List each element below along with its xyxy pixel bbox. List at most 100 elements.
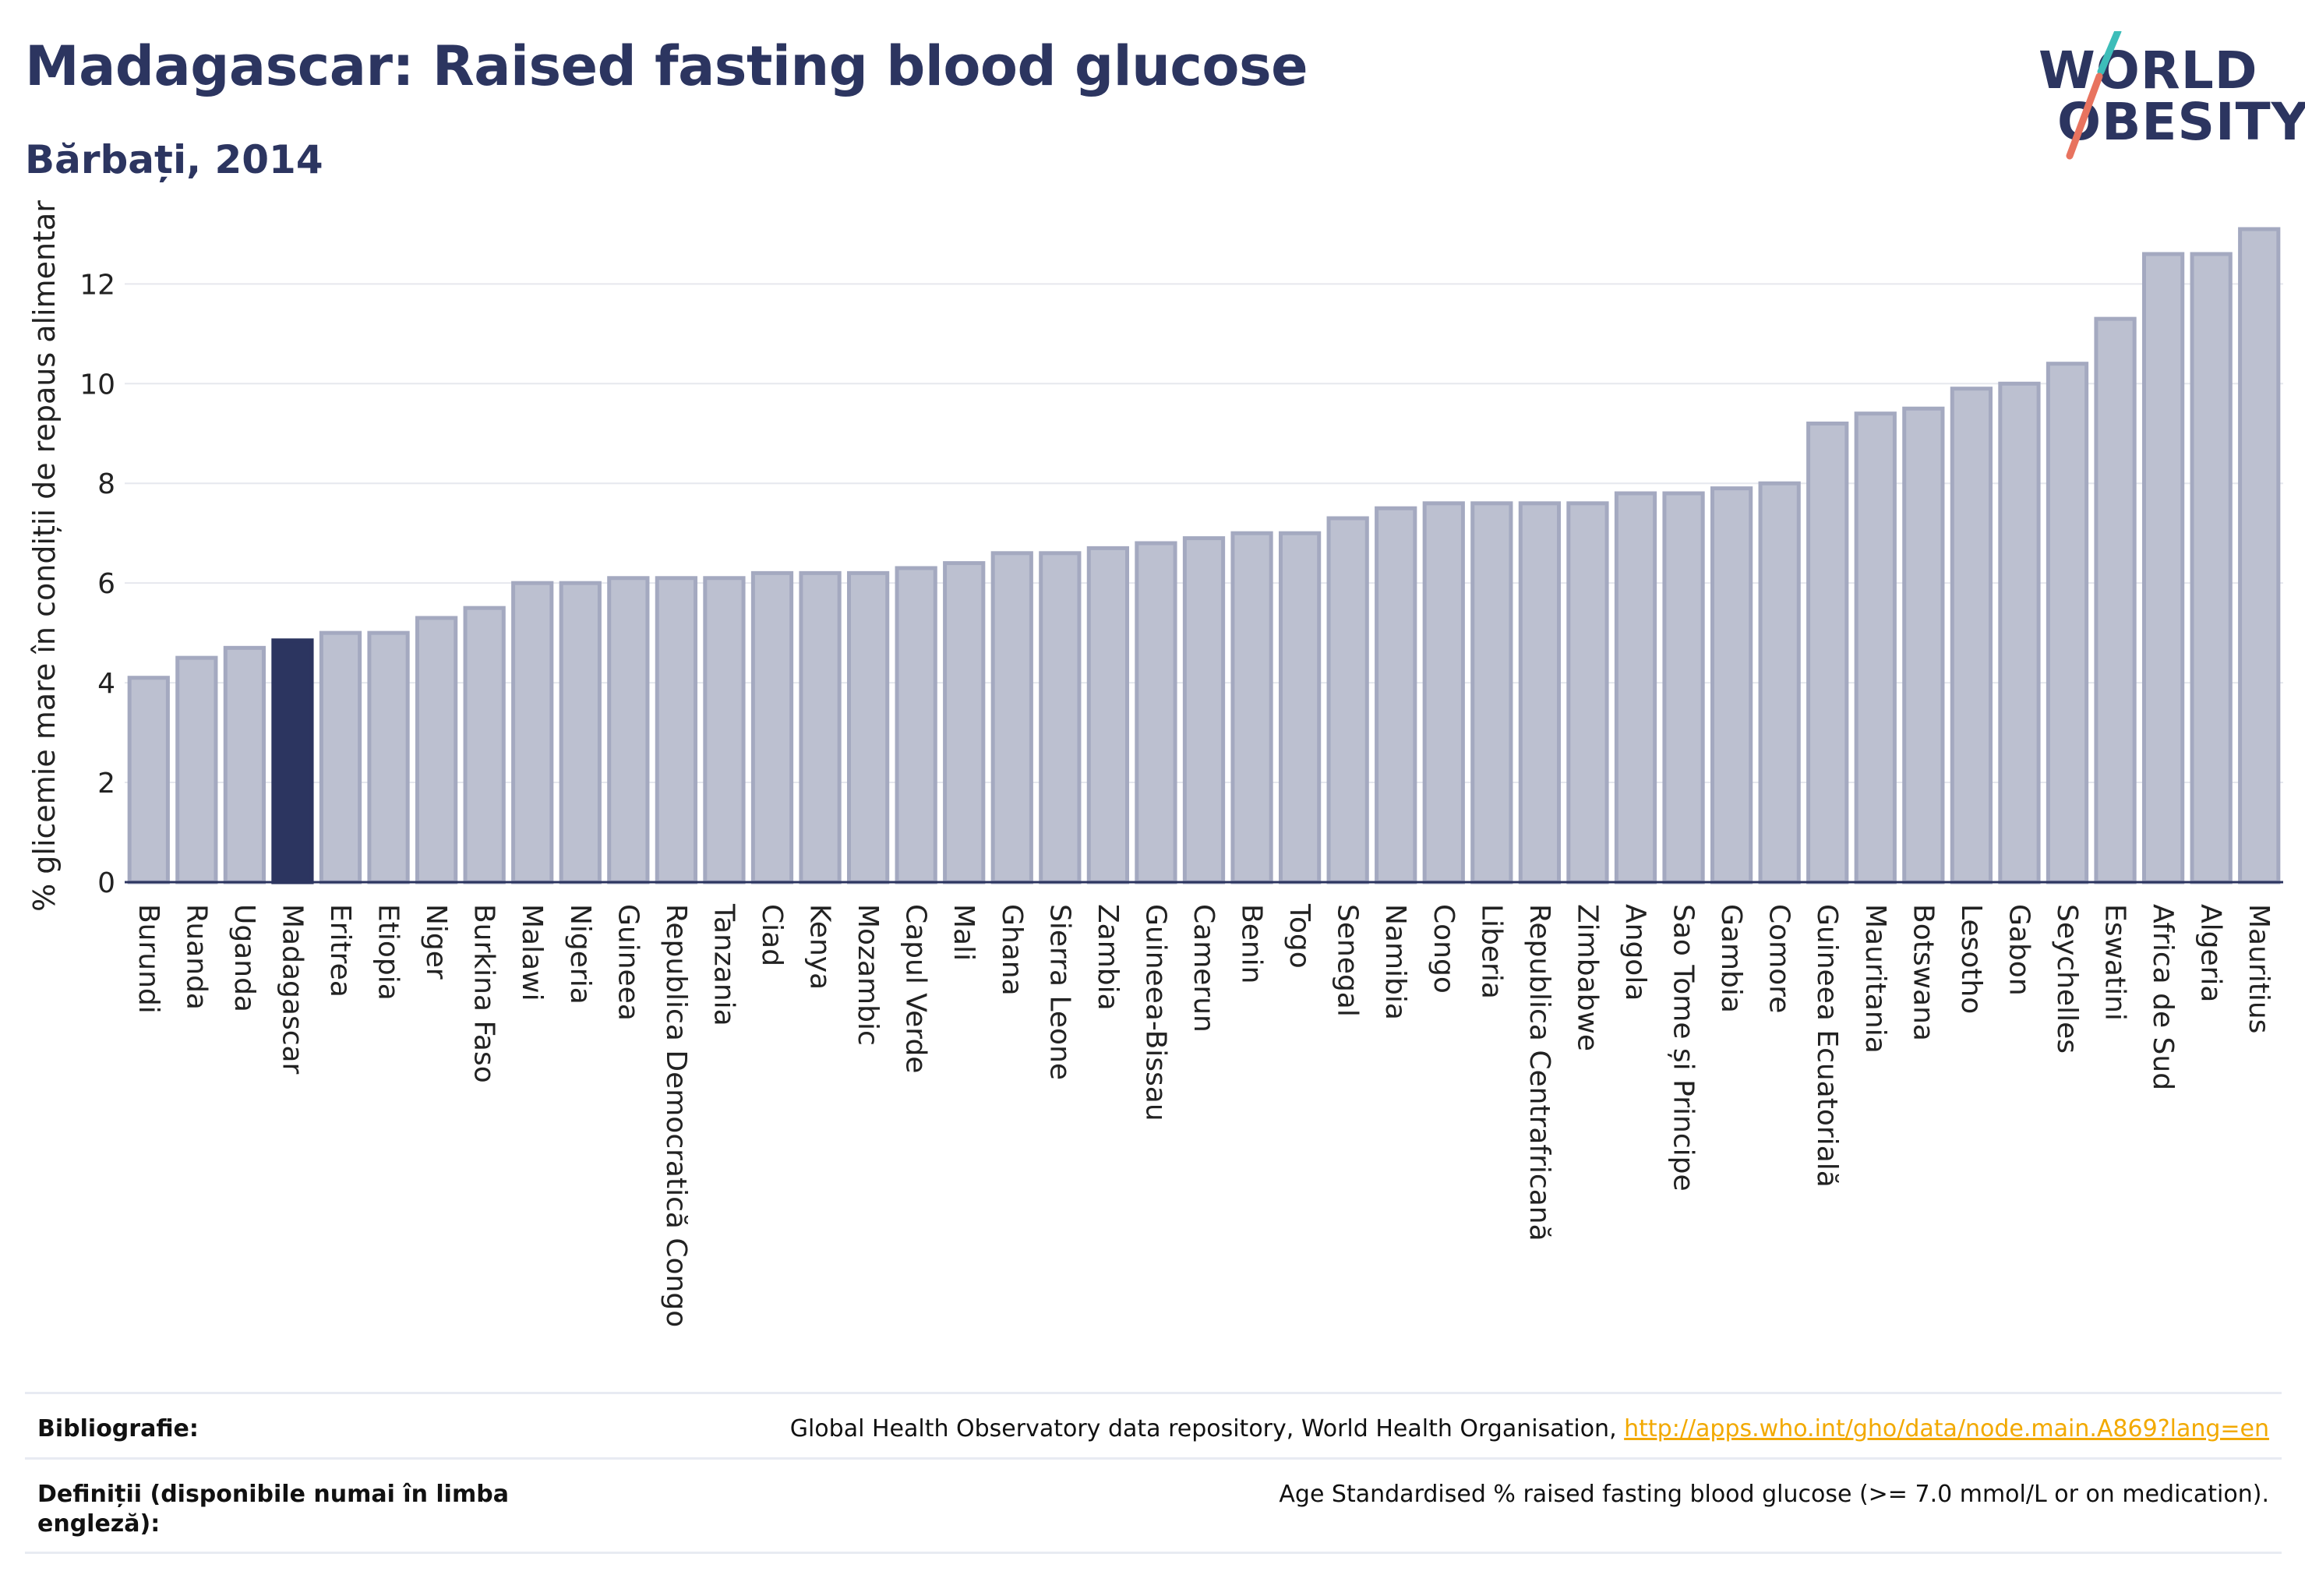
bar	[1086, 546, 1130, 885]
x-tick-label: Sierra Leone	[1043, 904, 1075, 1080]
bar	[1566, 501, 1609, 885]
bar	[1375, 506, 1417, 885]
bar	[127, 676, 170, 885]
x-tick-label: Sao Tome și Principe	[1668, 904, 1700, 1192]
x-tick-label: Togo	[1283, 903, 1315, 969]
definitions-value: Age Standardised % raised fasting blood …	[1279, 1481, 2269, 1508]
x-tick-label: Mozambic	[852, 904, 884, 1046]
bar	[1422, 501, 1465, 885]
x-tick-label: Malawi	[516, 904, 548, 1001]
definitions-label: Definiții (disponibile numai în limba en…	[37, 1481, 509, 1538]
x-tick-label: Kenya	[804, 904, 836, 990]
bar	[607, 576, 650, 885]
x-tick-label: Namibia	[1379, 904, 1411, 1020]
footer-table: Bibliografie: Global Health Observatory …	[25, 1392, 2282, 1554]
x-tick-label: Niger	[420, 904, 452, 980]
x-tick-label: Seychelles	[2051, 904, 2083, 1054]
x-tick-label: Congo	[1428, 904, 1460, 994]
x-tick-label: Guineea	[612, 904, 644, 1021]
bar	[1326, 516, 1369, 885]
y-tick-label: 2	[97, 768, 115, 800]
x-tick-label: Botswana	[1907, 904, 1939, 1041]
y-tick-label: 12	[79, 269, 115, 301]
bar	[367, 630, 410, 885]
x-tick-label: Burundi	[132, 904, 164, 1014]
x-tick-label: Ciad	[756, 904, 788, 966]
bar	[1998, 381, 2041, 885]
bar	[223, 645, 267, 885]
x-tick-label: Guineea Ecuatorială	[1811, 904, 1843, 1188]
bibliography-row: Bibliografie: Global Health Observatory …	[25, 1392, 2282, 1457]
x-tick-label: Eritrea	[324, 904, 356, 998]
x-tick-label: Angola	[1619, 904, 1651, 1001]
x-tick-label: Nigeria	[564, 904, 596, 1005]
y-tick-label: 4	[97, 668, 115, 700]
x-tick-label: Benin	[1236, 904, 1268, 983]
bar	[463, 606, 506, 885]
x-tick-label: Lesotho	[1955, 904, 1987, 1014]
x-tick-label: Eswatini	[2099, 904, 2131, 1021]
bar	[1182, 536, 1226, 885]
bar	[1039, 551, 1082, 885]
x-tick-label: Tanzania	[708, 903, 740, 1026]
bar	[271, 638, 314, 885]
x-tick-label: Republica Centrafricană	[1523, 904, 1555, 1241]
bar	[655, 576, 698, 885]
x-tick-label: Zambia	[1092, 904, 1124, 1011]
page-title: Madagascar: Raised fasting blood glucose	[25, 34, 1308, 98]
bar	[559, 581, 602, 885]
x-tick-label: Capul Verde	[900, 904, 932, 1073]
x-tick-label: Uganda	[228, 904, 260, 1012]
x-tick-label: Camerun	[1188, 904, 1220, 1033]
bar	[703, 576, 746, 885]
bar	[511, 581, 554, 885]
bibliography-text: Global Health Observatory data repositor…	[789, 1415, 1625, 1442]
y-tick-label: 8	[97, 468, 115, 500]
y-tick-label: 10	[79, 369, 115, 401]
x-tick-label: Gabon	[2003, 904, 2035, 996]
bibliography-link[interactable]: http://apps.who.int/gho/data/node.main.A…	[1624, 1415, 2269, 1442]
bibliography-value: Global Health Observatory data repositor…	[790, 1414, 2269, 1444]
bar-chart: 0 2 4 6 8 10 12 Burundi Ruanda Uganda Madagascar Er…	[27, 200, 2283, 1327]
definitions-row: Definiții (disponibile numai în limba en…	[25, 1457, 2282, 1554]
page-subtitle: Bărbați, 2014	[25, 137, 323, 182]
bar	[1662, 491, 1705, 885]
bar	[1854, 411, 1897, 885]
bar	[2238, 227, 2281, 885]
x-tick-label: Mauritania	[1859, 904, 1891, 1054]
x-tick-label: Ghana	[996, 904, 1028, 996]
bar	[1758, 481, 1801, 885]
logo-slash-icon	[2066, 31, 2122, 160]
bibliography-label: Bibliografie:	[37, 1415, 199, 1442]
bar	[1806, 421, 1849, 885]
logo-text-line1: WORLD	[2038, 41, 2258, 101]
x-tick-label: Etiopia	[372, 904, 404, 1001]
bar	[2190, 252, 2233, 885]
bar	[1902, 406, 1945, 885]
x-tick-label: Comore	[1763, 904, 1795, 1013]
bar	[415, 616, 458, 885]
x-tick-label: Mauritius	[2243, 904, 2275, 1033]
x-tick-label: Republica Democratică Congo	[660, 904, 692, 1327]
y-tick-label: 6	[97, 568, 115, 600]
x-tick-label: Senegal	[1332, 904, 1364, 1017]
y-axis-title: % glicemie mare în condiții de repaus al…	[27, 200, 62, 912]
x-tick-label: Africa de Sud	[2147, 904, 2179, 1090]
x-tick-label: Algeria	[2195, 904, 2227, 1003]
bar	[1470, 501, 1513, 885]
x-tick-label: Zimbabwe	[1571, 904, 1603, 1051]
world-obesity-logo: WORLD OBESITY	[2026, 31, 2305, 171]
logo-text-line2: OBESITY	[2057, 92, 2305, 152]
y-tick-label: 0	[97, 867, 115, 899]
bar	[943, 561, 986, 885]
bar	[1230, 531, 1273, 885]
x-tick-label: Guineea-Bissau	[1139, 904, 1171, 1121]
bar	[1135, 541, 1177, 885]
bar	[990, 551, 1033, 885]
bar	[1950, 387, 1993, 885]
bar	[175, 655, 218, 885]
bar	[1278, 531, 1322, 885]
x-tick-label: Ruanda	[180, 904, 212, 1010]
bar	[799, 570, 842, 885]
bar	[2046, 362, 2089, 885]
